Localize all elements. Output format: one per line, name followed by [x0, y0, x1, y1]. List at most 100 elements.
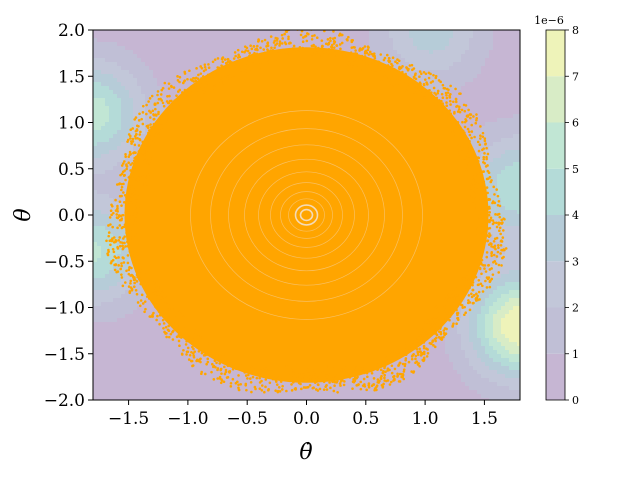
contour-cell	[133, 70, 138, 75]
contour-cell	[501, 42, 506, 47]
contour-cell	[501, 210, 506, 215]
contour-cell	[189, 54, 194, 59]
contour-cell	[453, 78, 458, 83]
contour-cell	[509, 130, 514, 135]
contour-cell	[97, 150, 102, 155]
contour-cell	[461, 118, 466, 123]
contour-cell	[481, 70, 486, 75]
contour-cell	[485, 158, 490, 163]
contour-cell	[505, 98, 510, 103]
contour-cell	[193, 34, 198, 39]
contour-cell	[153, 30, 158, 35]
contour-cell	[365, 46, 370, 51]
contour-cell	[517, 78, 520, 83]
contour-cell	[205, 42, 210, 47]
contour-cell	[137, 42, 142, 47]
contour-cell	[157, 74, 162, 79]
contour-cell	[341, 38, 346, 43]
contour-cell	[177, 46, 182, 51]
contour-cell	[489, 62, 494, 67]
contour-cell	[177, 34, 182, 39]
contour-cell	[321, 38, 326, 43]
contour-cell	[205, 46, 210, 51]
contour-cell	[157, 38, 162, 43]
contour-cell	[97, 130, 102, 135]
contour-cell	[485, 110, 490, 115]
contour-cell	[501, 166, 506, 171]
contour-cell	[173, 50, 178, 55]
contour-cell	[129, 74, 134, 79]
contour-cell	[121, 194, 126, 199]
contour-cell	[513, 146, 518, 151]
contour-cell	[457, 94, 462, 99]
contour-cell	[441, 98, 446, 103]
contour-cell	[409, 54, 414, 59]
contour-cell	[477, 158, 482, 163]
contour-cell	[125, 102, 130, 107]
contour-cell	[149, 38, 154, 43]
contour-cell	[113, 126, 118, 131]
contour-cell	[125, 150, 130, 155]
contour-cell	[489, 114, 494, 119]
contour-cell	[129, 62, 134, 67]
contour-cell	[517, 66, 520, 71]
contour-cell	[181, 58, 186, 63]
contour-cell	[473, 82, 478, 87]
contour-cell	[449, 82, 454, 87]
contour-cell	[137, 70, 142, 75]
contour-cell	[113, 90, 118, 95]
contour-cell	[249, 30, 254, 35]
contour-cell	[461, 114, 466, 119]
contour-cell	[141, 114, 146, 119]
contour-cell	[477, 118, 482, 123]
contour-cell	[513, 198, 518, 203]
contour-cell	[513, 78, 518, 83]
contour-cell	[133, 110, 138, 115]
contour-cell	[209, 46, 214, 51]
contour-cell	[193, 42, 198, 47]
contour-cell	[409, 46, 414, 51]
contour-cell	[517, 58, 520, 63]
contour-cell	[113, 118, 118, 123]
contour-cell	[185, 66, 190, 71]
contour-cell	[517, 178, 520, 183]
contour-cell	[433, 54, 438, 59]
contour-cell	[489, 74, 494, 79]
contour-cell	[513, 162, 518, 167]
contour-cell	[133, 62, 138, 67]
contour-cell	[501, 126, 506, 131]
contour-cell	[485, 62, 490, 67]
contour-cell	[169, 62, 174, 67]
contour-cell	[317, 42, 322, 47]
contour-cell	[145, 78, 150, 83]
contour-cell	[489, 146, 494, 151]
contour-cell	[397, 46, 402, 51]
contour-cell	[505, 154, 510, 159]
contour-cell	[437, 74, 442, 79]
contour-cell	[97, 146, 102, 151]
contour-cell	[473, 86, 478, 91]
contour-cell	[461, 82, 466, 87]
contour-cell	[445, 30, 450, 35]
contour-cell	[121, 102, 126, 107]
contour-cell	[149, 102, 154, 107]
contour-cell	[509, 182, 514, 187]
contour-cell	[477, 38, 482, 43]
contour-cell	[517, 162, 520, 167]
contour-cell	[485, 114, 490, 119]
contour-cell	[501, 142, 506, 147]
contour-cell	[405, 70, 410, 75]
contour-cell	[137, 106, 142, 111]
contour-cell	[333, 42, 338, 47]
contour-cell	[133, 58, 138, 63]
contour-cell	[193, 70, 198, 75]
contour-cell	[173, 58, 178, 63]
contour-cell	[421, 46, 426, 51]
contour-cell	[97, 174, 102, 179]
contour-cell	[113, 30, 118, 35]
contour-cell	[145, 94, 150, 99]
contour-cell	[281, 30, 286, 35]
contour-cell	[505, 202, 510, 207]
contour-cell	[149, 86, 154, 91]
contour-cell	[509, 162, 514, 167]
